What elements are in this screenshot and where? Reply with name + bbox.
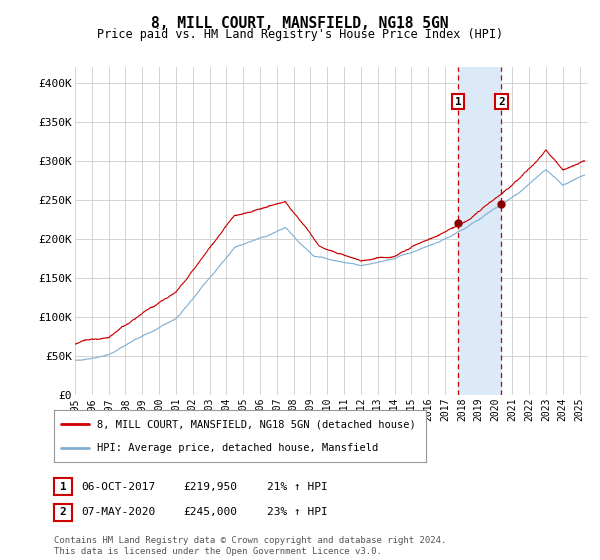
Text: 1: 1: [59, 482, 67, 492]
Text: 21% ↑ HPI: 21% ↑ HPI: [267, 482, 328, 492]
Text: Contains HM Land Registry data © Crown copyright and database right 2024.
This d: Contains HM Land Registry data © Crown c…: [54, 536, 446, 556]
Bar: [458, 67, 502, 395]
Text: HPI: Average price, detached house, Mansfield: HPI: Average price, detached house, Mans…: [97, 443, 378, 453]
Text: 1: 1: [455, 96, 461, 106]
Text: 2: 2: [59, 507, 67, 517]
Text: Price paid vs. HM Land Registry's House Price Index (HPI): Price paid vs. HM Land Registry's House …: [97, 28, 503, 41]
Text: 07-MAY-2020: 07-MAY-2020: [81, 507, 155, 517]
Text: 2: 2: [498, 96, 505, 106]
Text: 8, MILL COURT, MANSFIELD, NG18 5GN: 8, MILL COURT, MANSFIELD, NG18 5GN: [151, 16, 449, 31]
Text: 23% ↑ HPI: 23% ↑ HPI: [267, 507, 328, 517]
Text: 8, MILL COURT, MANSFIELD, NG18 5GN (detached house): 8, MILL COURT, MANSFIELD, NG18 5GN (deta…: [97, 419, 416, 430]
Text: £245,000: £245,000: [183, 507, 237, 517]
Text: 06-OCT-2017: 06-OCT-2017: [81, 482, 155, 492]
Text: £219,950: £219,950: [183, 482, 237, 492]
